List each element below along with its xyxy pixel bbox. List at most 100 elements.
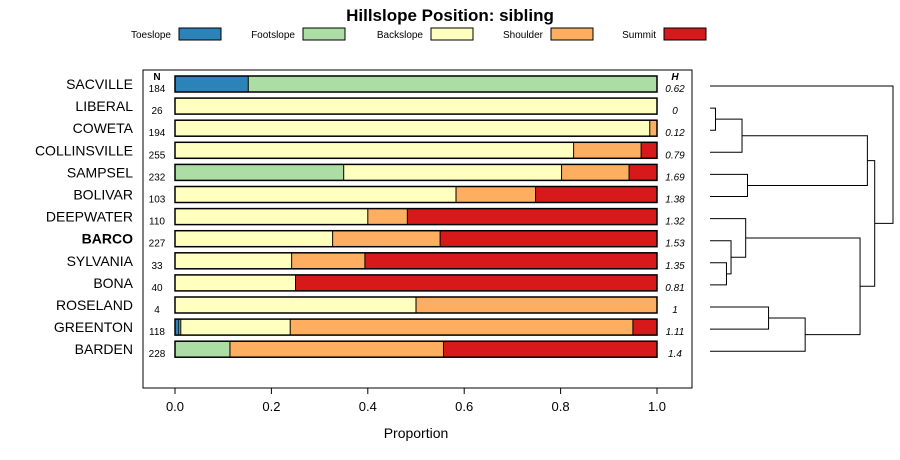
h-value-greenton: 1.11 xyxy=(666,327,685,338)
bar-greenton-toeslope xyxy=(175,319,179,336)
row-label-sampsel: SAMPSEL xyxy=(67,164,133,180)
x-tick-label-4: 0.8 xyxy=(552,399,570,414)
bar-sampsel-footslope xyxy=(175,164,344,181)
n-value-liberal: 26 xyxy=(151,106,163,117)
row-coweta: COWETA 194 0.12 xyxy=(73,119,685,139)
row-label-roseland: ROSELAND xyxy=(56,297,133,313)
bar-sampsel-shoulder xyxy=(561,164,630,181)
row-label-sylvania: SYLVANIA xyxy=(67,253,134,269)
row-sacville: SACVILLE 184 0.62 xyxy=(66,75,685,95)
row-label-bona: BONA xyxy=(93,275,133,291)
row-bolivar: BOLIVAR 103 1.38 xyxy=(73,185,685,206)
row-collinsville: COLLINSVILLE 255 0.79 xyxy=(35,141,685,161)
n-value-bolivar: 103 xyxy=(149,195,166,206)
bar-collinsville-summit xyxy=(641,142,657,159)
dendrogram-link-m9 xyxy=(745,237,861,336)
x-tick-label-1: 0.2 xyxy=(262,399,280,414)
dendrogram xyxy=(710,85,894,352)
bar-liberal-backslope xyxy=(175,98,657,115)
bar-outline-roseland xyxy=(174,296,658,314)
bar-bolivar-shoulder xyxy=(456,186,536,203)
bar-outline-collinsville xyxy=(174,141,658,160)
dendrogram-link-m10 xyxy=(742,135,868,186)
h-value-roseland: 1 xyxy=(672,305,678,316)
n-value-greenton: 118 xyxy=(149,327,165,338)
row-roseland: ROSELAND 4 1 xyxy=(56,296,678,316)
bar-greenton-summit xyxy=(632,319,657,336)
bar-roseland-shoulder xyxy=(416,297,657,313)
bar-outline-sacville xyxy=(174,75,658,93)
x-tick-label-5: 1.0 xyxy=(648,399,666,414)
dendrogram-link-m5 xyxy=(710,118,743,153)
plot-panel xyxy=(142,69,693,389)
h-value-collinsville: 0.79 xyxy=(665,150,685,161)
bar-roseland-backslope xyxy=(175,297,416,313)
row-label-liberal: LIBERAL xyxy=(75,98,133,114)
x-tick-label-3: 0.6 xyxy=(455,399,473,414)
h-value-bona: 0.81 xyxy=(665,283,684,294)
bar-barco-backslope xyxy=(175,230,333,247)
row-greenton: GREENTON 118 1.11 xyxy=(54,318,685,338)
bar-greenton-backslope xyxy=(180,319,291,336)
row-label-barden: BARDEN xyxy=(75,341,133,357)
bar-outline-bolivar xyxy=(174,185,658,204)
legend-swatch-backslope xyxy=(430,27,474,41)
row-label-collinsville: COLLINSVILLE xyxy=(35,142,133,158)
h-column-header: H xyxy=(671,72,679,83)
row-barco: BARCO 227 1.53 xyxy=(82,229,685,250)
row-deepwater: DEEPWATER 110 1.32 xyxy=(46,207,685,228)
bar-deepwater-backslope xyxy=(175,208,368,225)
row-bona: BONA 40 0.81 xyxy=(93,274,685,294)
n-value-sampsel: 232 xyxy=(149,172,166,183)
n-value-roseland: 4 xyxy=(154,305,160,316)
bar-outline-barden xyxy=(174,340,658,358)
bar-sacville-toeslope xyxy=(175,76,249,92)
legend-label-toeslope: Toeslope xyxy=(131,30,171,41)
bar-sampsel-backslope xyxy=(343,164,562,181)
bar-outline-barco xyxy=(174,229,658,248)
n-value-sacville: 184 xyxy=(149,84,166,95)
bar-barco-shoulder xyxy=(332,230,441,247)
bar-barco-summit xyxy=(440,230,657,247)
h-value-coweta: 0.12 xyxy=(665,128,685,139)
row-sampsel: SAMPSEL 232 1.69 xyxy=(67,163,685,183)
bar-outline-bona xyxy=(174,274,658,292)
bar-coweta-shoulder xyxy=(649,120,657,137)
bar-bolivar-backslope xyxy=(175,186,457,203)
bar-bona-summit xyxy=(295,274,657,291)
row-label-bolivar: BOLIVAR xyxy=(73,187,133,203)
row-label-coweta: COWETA xyxy=(73,120,134,136)
bar-deepwater-shoulder xyxy=(367,208,408,225)
bar-greenton-shoulder xyxy=(290,319,633,336)
n-value-coweta: 194 xyxy=(149,128,166,139)
row-barden: BARDEN 228 1.4 xyxy=(75,340,682,360)
bar-sampsel-summit xyxy=(629,164,657,181)
legend-label-backslope: Backslope xyxy=(377,30,424,41)
bar-outline-coweta xyxy=(174,119,658,137)
legend-label-summit: Summit xyxy=(622,30,656,41)
dendrogram-link-m1 xyxy=(710,107,716,131)
row-label-deepwater: DEEPWATER xyxy=(46,209,133,225)
h-value-deepwater: 1.32 xyxy=(665,217,685,228)
bar-outline-liberal xyxy=(174,97,658,115)
dendrogram-link-m7 xyxy=(710,306,770,330)
bar-collinsville-backslope xyxy=(175,142,574,159)
h-value-sylvania: 1.35 xyxy=(665,261,685,272)
bar-barden-shoulder xyxy=(229,341,444,358)
legend-swatch-footslope xyxy=(302,27,346,41)
n-value-collinsville: 255 xyxy=(149,150,166,161)
bar-collinsville-shoulder xyxy=(573,142,642,159)
bar-outline-greenton xyxy=(174,318,658,336)
x-axis: 0.0 0.2 0.4 0.6 0.8 1.0 xyxy=(166,388,666,414)
bar-sylvania-shoulder xyxy=(291,252,365,269)
row-label-sacville: SACVILLE xyxy=(66,76,133,92)
bar-deepwater-summit xyxy=(407,208,657,225)
x-tick-label-0: 0.0 xyxy=(166,399,184,414)
legend-swatch-toeslope xyxy=(178,27,222,41)
bar-outline-sylvania xyxy=(174,252,658,270)
bar-bolivar-summit xyxy=(535,186,657,203)
x-tick-label-2: 0.4 xyxy=(359,399,377,414)
row-label-greenton: GREENTON xyxy=(54,319,133,335)
